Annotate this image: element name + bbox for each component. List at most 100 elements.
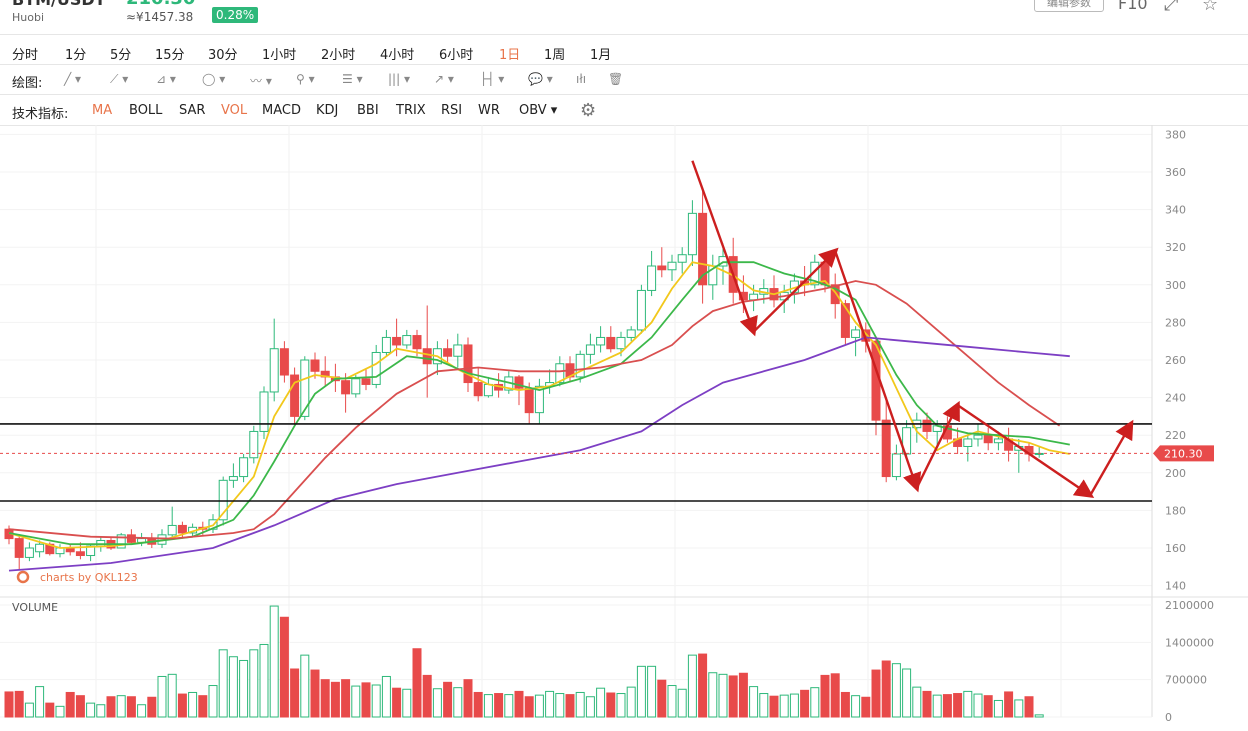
volume-bar [667, 685, 677, 718]
indicator-boll[interactable]: BOLL [129, 103, 163, 118]
price-tick-label: 160 [1165, 542, 1186, 555]
volume-bar [596, 687, 606, 718]
indicator-vol[interactable]: VOL [221, 103, 248, 118]
channel-tool-icon[interactable]: ⊿ ▾ [156, 72, 176, 86]
timeframe-11[interactable]: 1月 [590, 48, 612, 63]
indicator-kdj[interactable]: KDJ [316, 103, 339, 118]
candle-body [626, 329, 636, 338]
watermark-text: charts by QKL123 [40, 571, 138, 584]
volume-tick-label: 1400000 [1165, 636, 1214, 649]
volume-bar [381, 675, 391, 718]
fib-tool-icon[interactable]: ☰ ▾ [342, 72, 363, 86]
indicator-rsi[interactable]: RSI [441, 103, 463, 118]
candle-body [361, 378, 371, 385]
settings-gear-icon[interactable]: ⚙ [580, 100, 597, 121]
volume-bar [769, 695, 779, 718]
arrow-tool-icon[interactable]: ↗ ▾ [434, 72, 454, 86]
timeframe-2[interactable]: 5分 [110, 48, 132, 63]
volume-bar [902, 668, 912, 718]
timeframe-10[interactable]: 1周 [544, 48, 566, 63]
candle-body [402, 335, 412, 346]
price-tick-label: 220 [1165, 429, 1186, 442]
candle-body [392, 336, 402, 346]
volume-bar [402, 688, 412, 718]
candle-body [667, 261, 677, 271]
timeframe-7[interactable]: 4小时 [380, 48, 415, 63]
volume-bar [198, 695, 208, 718]
candle-body [636, 289, 646, 331]
volume-bar [290, 668, 300, 718]
text-tool-icon[interactable]: 💬 ▾ [528, 72, 553, 86]
ma-line-ma60 [8, 336, 1070, 572]
volume-bar [1034, 714, 1044, 718]
volume-bar [228, 656, 238, 718]
candle-body [24, 547, 34, 558]
trend-arrow [834, 250, 922, 493]
pattern-tool-icon[interactable]: ⚲ ▾ [296, 72, 315, 86]
timeframe-8[interactable]: 6小时 [439, 48, 474, 63]
timeframe-4[interactable]: 30分 [208, 48, 238, 63]
candle-body [96, 539, 106, 547]
candle-body [371, 351, 381, 385]
circle-tool-icon[interactable]: ◯ ▾ [202, 72, 226, 86]
indicator-sar[interactable]: SAR [179, 103, 206, 118]
candle-body [249, 430, 259, 459]
indicator-obv[interactable]: OBV ▾ [519, 103, 558, 118]
volume-bar [330, 681, 340, 718]
price-tick-label: 200 [1165, 467, 1186, 480]
current-price-label: 210.30 [1164, 447, 1203, 460]
volume-bar [932, 694, 942, 718]
indicator-tool-icon[interactable]: ıłı [576, 72, 587, 86]
volume-bar [983, 695, 993, 718]
volume-bar [585, 696, 595, 718]
wave-tool-icon[interactable]: 〰 ▾ [250, 74, 272, 88]
volume-bar [126, 696, 136, 718]
candle-body [463, 344, 473, 384]
indicator-macd[interactable]: MACD [262, 103, 301, 118]
candle-body [840, 303, 850, 338]
volume-bar [800, 689, 810, 718]
volume-bar [942, 694, 952, 718]
volume-bar [463, 679, 473, 718]
volume-bar [636, 665, 646, 718]
expand-icon[interactable]: ⤢ [1164, 0, 1179, 15]
volume-bar [626, 686, 636, 718]
indicator-trix[interactable]: TRIX [396, 103, 426, 118]
timeframe-bar: 分时 1分 5分 15分 30分 1小时 2小时 4小时 6小时 1日 1周 1月 [0, 36, 1248, 66]
line-tool-icon[interactable]: ╱ ▾ [64, 72, 82, 86]
volume-bar [4, 691, 14, 718]
candle-body [483, 383, 493, 397]
indicator-ma[interactable]: MA [92, 103, 113, 118]
timeframe-0[interactable]: 分时 [12, 48, 39, 63]
measure-tool-icon[interactable]: ├┤ ▾ [480, 72, 505, 86]
star-icon[interactable]: ☆ [1202, 0, 1219, 15]
volume-bar [310, 669, 320, 718]
candle-body [381, 336, 391, 353]
indicator-bbi[interactable]: BBI [357, 103, 379, 118]
volume-bar [35, 686, 45, 718]
candle-body [983, 434, 993, 444]
price-chart[interactable]: 380 360 340 320 300 280 260 240 220 200 180 160 140 2… [0, 125, 1248, 731]
gann-tool-icon[interactable]: ||| ▾ [388, 72, 410, 86]
volume-bar [830, 673, 840, 718]
volume-bar [45, 702, 55, 718]
timeframe-1[interactable]: 1分 [65, 48, 87, 63]
candle-body [290, 374, 300, 417]
f10-button[interactable]: F10 [1118, 0, 1148, 13]
volume-bar [861, 696, 871, 718]
volume-bar [534, 694, 544, 718]
volume-bar [422, 674, 432, 718]
timeframe-6[interactable]: 2小时 [321, 48, 356, 63]
trash-icon[interactable]: 🗑 [608, 72, 624, 86]
timeframe-9[interactable]: 1日 [499, 48, 521, 63]
candle-body [830, 284, 840, 305]
volume-bar [738, 672, 748, 718]
indicator-wr[interactable]: WR [478, 103, 500, 118]
edit-params-button[interactable]: 编辑参数 [1034, 0, 1104, 12]
timeframe-5[interactable]: 1小时 [262, 48, 297, 63]
ray-tool-icon[interactable]: ⟋ ▾ [110, 72, 129, 86]
candle-body [657, 265, 667, 271]
candle-body [279, 348, 289, 376]
volume-bar [96, 704, 106, 718]
timeframe-3[interactable]: 15分 [155, 48, 185, 63]
